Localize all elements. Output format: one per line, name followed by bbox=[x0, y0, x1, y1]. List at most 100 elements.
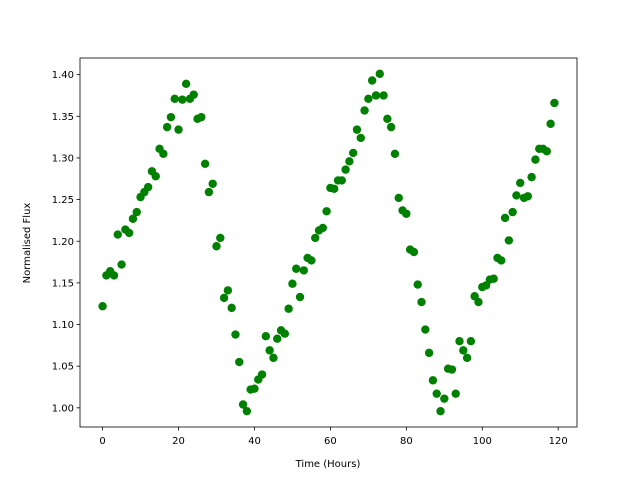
y-tick-label: 1.25 bbox=[52, 195, 74, 206]
point bbox=[455, 337, 464, 346]
point bbox=[318, 223, 328, 233]
point bbox=[546, 119, 555, 129]
point bbox=[390, 149, 400, 158]
point bbox=[489, 274, 498, 283]
point bbox=[117, 260, 126, 269]
point bbox=[500, 213, 510, 223]
x-axis-label: Time (Hours) bbox=[295, 459, 361, 470]
point bbox=[174, 125, 183, 134]
x-tick-label: 120 bbox=[549, 436, 568, 447]
point bbox=[447, 365, 457, 374]
point bbox=[462, 353, 472, 363]
x-tick-label: 40 bbox=[248, 436, 261, 447]
point bbox=[497, 256, 506, 265]
point bbox=[223, 286, 233, 295]
point bbox=[550, 98, 559, 108]
y-tick-label: 1.05 bbox=[52, 362, 74, 373]
y-tick-label: 1.15 bbox=[52, 278, 74, 289]
point bbox=[162, 122, 172, 132]
point bbox=[265, 346, 274, 355]
y-tick-label: 1.20 bbox=[52, 237, 74, 248]
point bbox=[98, 302, 107, 311]
point bbox=[280, 329, 290, 338]
y-axis-label: Normalised Flux bbox=[22, 203, 33, 284]
point bbox=[231, 330, 240, 339]
point bbox=[383, 114, 392, 124]
point bbox=[311, 233, 320, 243]
point bbox=[459, 346, 468, 355]
point bbox=[166, 112, 176, 122]
point bbox=[424, 348, 434, 358]
point bbox=[235, 357, 244, 367]
point bbox=[504, 236, 514, 245]
point bbox=[345, 157, 354, 166]
point bbox=[508, 207, 517, 217]
point bbox=[257, 370, 267, 379]
point bbox=[379, 91, 388, 100]
point bbox=[428, 376, 438, 385]
point bbox=[329, 184, 339, 193]
point bbox=[451, 389, 460, 398]
point bbox=[242, 406, 252, 416]
point bbox=[413, 280, 422, 289]
y-tick-label: 1.35 bbox=[52, 112, 74, 123]
point bbox=[440, 394, 449, 403]
point bbox=[386, 122, 396, 132]
point bbox=[295, 292, 305, 302]
point bbox=[542, 147, 552, 156]
point bbox=[402, 209, 411, 218]
point bbox=[394, 193, 403, 203]
point bbox=[371, 91, 381, 100]
point bbox=[322, 207, 331, 216]
point bbox=[109, 271, 119, 280]
point bbox=[143, 182, 153, 192]
point bbox=[432, 389, 441, 398]
y-tick-label: 1.10 bbox=[52, 320, 74, 331]
plot-frame bbox=[79, 57, 578, 428]
point bbox=[356, 133, 365, 143]
x-tick-label: 60 bbox=[324, 436, 337, 447]
point bbox=[212, 242, 221, 251]
point bbox=[341, 165, 350, 174]
x-tick-label: 80 bbox=[400, 436, 413, 447]
point bbox=[436, 406, 445, 416]
point bbox=[181, 79, 191, 89]
point bbox=[178, 95, 187, 104]
point bbox=[284, 304, 293, 313]
point bbox=[360, 106, 369, 115]
point bbox=[113, 230, 122, 239]
point bbox=[375, 69, 384, 79]
point bbox=[409, 247, 419, 257]
point bbox=[204, 187, 214, 197]
point bbox=[124, 228, 134, 238]
point bbox=[474, 297, 483, 307]
point bbox=[348, 148, 358, 158]
point bbox=[128, 214, 138, 223]
x-tick-label: 20 bbox=[172, 436, 185, 447]
point bbox=[299, 266, 309, 275]
point bbox=[523, 192, 533, 201]
point bbox=[307, 256, 316, 265]
point bbox=[352, 125, 362, 134]
x-tick-label: 0 bbox=[99, 436, 105, 447]
point bbox=[250, 384, 259, 393]
point bbox=[337, 176, 346, 185]
point bbox=[208, 179, 217, 188]
y-tick-label: 1.30 bbox=[52, 153, 74, 164]
point bbox=[516, 178, 525, 188]
point bbox=[238, 400, 248, 409]
point bbox=[364, 94, 373, 104]
point bbox=[273, 334, 282, 343]
point bbox=[421, 325, 430, 334]
point bbox=[288, 279, 297, 288]
point bbox=[170, 94, 179, 104]
point bbox=[216, 233, 225, 243]
point bbox=[466, 337, 476, 346]
point bbox=[189, 90, 198, 99]
point bbox=[159, 149, 168, 158]
point bbox=[531, 155, 540, 164]
point bbox=[417, 297, 426, 307]
point bbox=[527, 172, 536, 182]
